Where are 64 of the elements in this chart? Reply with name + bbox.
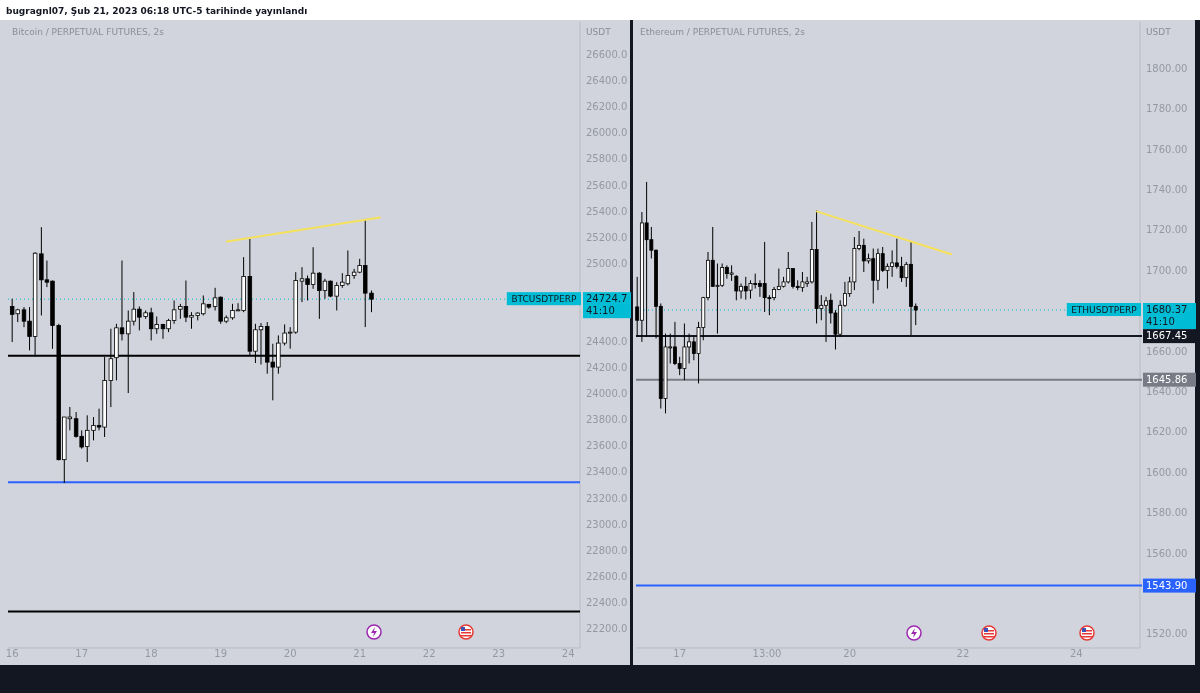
x-tick-label: 22 <box>422 648 436 659</box>
y-tick-label: 25400.0 <box>586 205 628 217</box>
y-axis-title: USDT <box>586 27 612 37</box>
y-tick-label: 23600.0 <box>586 440 628 452</box>
x-tick-label: 22 <box>956 648 970 659</box>
y-tick-label: 1780.00 <box>1146 103 1188 115</box>
y-tick-label: 24000.0 <box>586 388 628 400</box>
x-tick-label: 23 <box>492 648 506 659</box>
y-tick-label: 25600.0 <box>586 179 628 191</box>
y-tick-label: 26600.0 <box>586 49 628 61</box>
x-tick-label: 13:00 <box>752 648 782 659</box>
y-axis-title: USDT <box>1146 27 1172 37</box>
y-tick-label: 1760.00 <box>1146 143 1188 155</box>
ref-line-label: 24724.7 41:10 <box>586 293 628 317</box>
x-tick-label: 18 <box>144 648 158 659</box>
candlestick <box>715 263 720 335</box>
y-tick-label: 22400.0 <box>586 596 628 608</box>
x-tick-label: 17 <box>75 648 89 659</box>
ref-line-label: 1543.90 <box>1146 579 1188 591</box>
y-tick-label: 25800.0 <box>586 153 628 165</box>
x-tick-label: 24 <box>561 648 575 659</box>
x-tick-label: 20 <box>843 648 857 659</box>
candlestick <box>734 274 739 301</box>
y-tick-label: 22800.0 <box>586 544 628 556</box>
y-tick-label: 26200.0 <box>586 101 628 113</box>
text: Bitcoin / PERPETUAL FUTURES, 2s <box>12 27 165 37</box>
y-tick-label: 26000.0 <box>586 127 628 139</box>
y-tick-label: 1520.00 <box>1146 628 1188 640</box>
ref-line-label: 1680.37 41:10 <box>1146 304 1188 328</box>
y-tick-label: 25200.0 <box>586 231 628 243</box>
y-tick-label: 23000.0 <box>586 518 628 530</box>
y-tick-label: 1620.00 <box>1146 426 1188 438</box>
candlestick <box>800 271 805 293</box>
y-tick-label: 1560.00 <box>1146 547 1188 559</box>
y-tick-label: 1660.00 <box>1146 345 1188 357</box>
text: bugragnl07, Şub 21, 2023 06:18 UTC-5 tarihinde yayınlandı <box>6 6 308 16</box>
y-tick-label: 23200.0 <box>586 492 628 504</box>
y-tick-label: 24200.0 <box>586 362 628 374</box>
y-tick-label: 23400.0 <box>586 466 628 478</box>
y-tick-label: 1640.00 <box>1146 386 1188 398</box>
text: Ethereum / PERPETUAL FUTURES, 2s <box>640 27 806 37</box>
y-tick-label: 23800.0 <box>586 414 628 426</box>
y-tick-label: 25000.0 <box>586 257 628 269</box>
y-tick-label: 22600.0 <box>586 570 628 582</box>
x-tick-label: 19 <box>214 648 228 659</box>
ref-line-label: 1645.86 <box>1146 373 1188 385</box>
y-tick-label: 1600.00 <box>1146 466 1188 478</box>
x-tick-label: 21 <box>353 648 367 659</box>
candlestick <box>748 279 753 300</box>
x-tick-label: 16 <box>5 648 19 659</box>
x-tick-label: 17 <box>673 648 687 659</box>
y-tick-label: 1720.00 <box>1146 224 1188 236</box>
y-tick-label: 1740.00 <box>1146 184 1188 196</box>
y-tick-label: 24400.0 <box>586 336 628 348</box>
annotation: ETHUSDTPERP <box>1071 305 1138 316</box>
annotation: BTCUSDTPERP <box>511 294 577 305</box>
ref-line-label: 1667.45 <box>1146 330 1188 342</box>
y-tick-label: 1580.00 <box>1146 507 1188 519</box>
x-tick-label: 20 <box>283 648 297 659</box>
y-tick-label: 22200.0 <box>586 622 628 634</box>
x-tick-label: 24 <box>1069 648 1083 659</box>
y-tick-label: 1800.00 <box>1146 62 1188 74</box>
y-tick-label: 26400.0 <box>586 75 628 87</box>
y-tick-label: 1700.00 <box>1146 264 1188 276</box>
